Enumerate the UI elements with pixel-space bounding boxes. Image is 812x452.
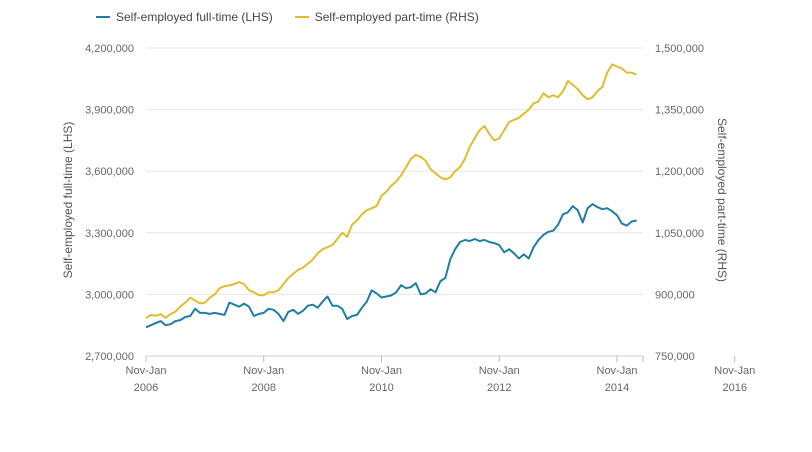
x-tick-year: 2016 [723, 382, 747, 394]
x-tick-label: Nov-Jan [361, 365, 402, 377]
legend-swatch-full-time [96, 16, 110, 18]
left-tick-label: 3,900,000 [85, 105, 134, 117]
right-tick-label: 750,000 [655, 351, 695, 363]
left-tick-label: 3,600,000 [85, 166, 134, 178]
left-tick-label: 2,700,000 [85, 351, 134, 363]
right-tick-label: 900,000 [655, 289, 695, 301]
x-tick-year: 2008 [252, 382, 276, 394]
x-tick-label: Nov-Jan [126, 365, 167, 377]
x-tick-label: Nov-Jan [597, 365, 638, 377]
x-axis: Nov-Jan 2006 Nov-Jan 2008 Nov-Jan 2010 Nov-Jan… [126, 356, 755, 394]
left-tick-label: 3,000,000 [85, 289, 134, 301]
legend-label-full-time: Self-employed full-time (LHS) [116, 10, 273, 24]
right-tick-label: 1,200,000 [655, 166, 704, 178]
legend-swatch-part-time [294, 16, 309, 18]
legend-label-part-time: Self-employed part-time (RHS) [314, 10, 479, 24]
legend-item-full-time[interactable]: Self-employed full-time (LHS) [96, 10, 273, 24]
chart-legend: Self-employed full-time (LHS) Self-emplo… [96, 10, 479, 24]
right-axis-label: Self-employed part-time (RHS) [715, 118, 729, 282]
left-tick-label: 4,200,000 [85, 43, 134, 55]
gridlines [146, 47, 643, 357]
x-tick-year: 2014 [605, 382, 629, 394]
series-line-full-time [145, 203, 637, 329]
x-tick-year: 2012 [487, 382, 511, 394]
x-tick-label: Nov-Jan [479, 365, 520, 377]
x-tick-label: Nov-Jan [714, 365, 755, 377]
x-tick-label: Nov-Jan [243, 365, 284, 377]
series-lines [145, 63, 637, 329]
right-tick-label: 1,050,000 [655, 228, 704, 240]
x-tick-year: 2010 [369, 382, 393, 394]
x-tick-year: 2006 [134, 382, 158, 394]
right-tick-label: 1,500,000 [655, 43, 704, 55]
left-tick-label: 3,300,000 [85, 228, 134, 240]
right-axis: 750,000 900,000 1,050,000 1,200,000 1,350,00… [655, 43, 704, 363]
right-tick-label: 1,350,000 [655, 105, 704, 117]
legend-item-part-time[interactable]: Self-employed part-time (RHS) [294, 10, 479, 24]
left-axis-label: Self-employed full-time (LHS) [61, 122, 75, 279]
series-line-part-time [145, 63, 637, 320]
left-axis: 2,700,000 3,000,000 3,300,000 3,600,000 3,90… [85, 43, 134, 363]
